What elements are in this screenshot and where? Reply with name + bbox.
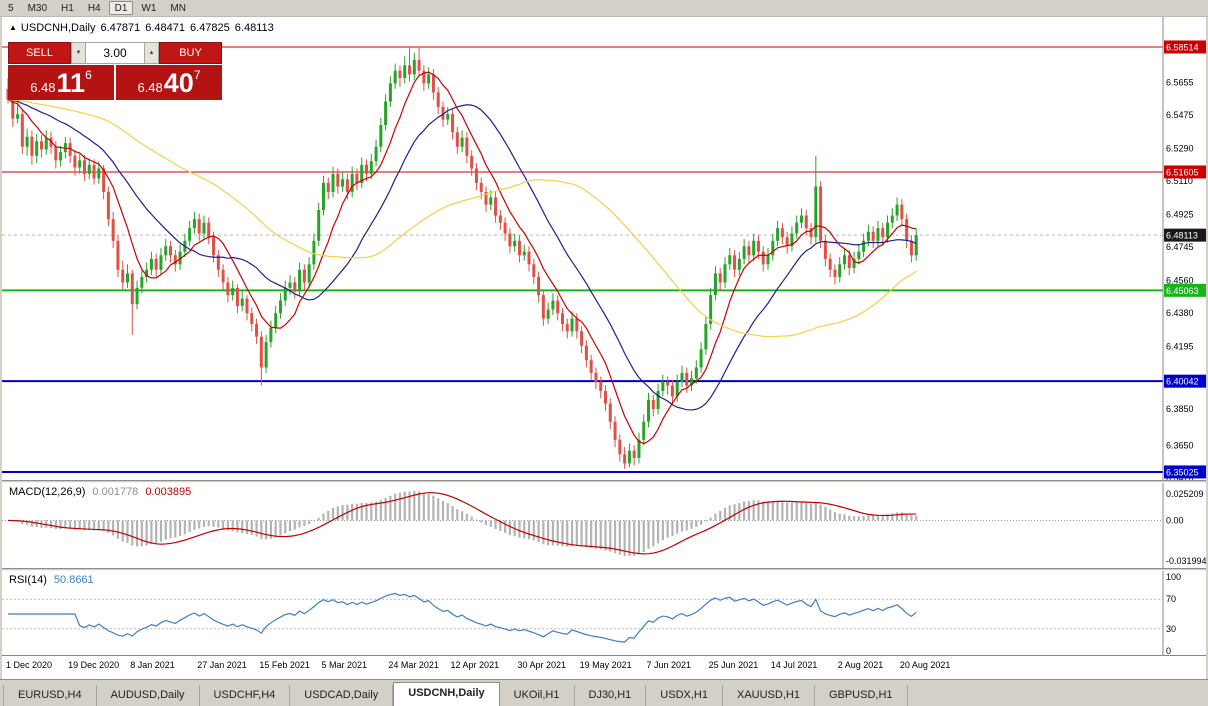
pane-separator[interactable]: [2, 568, 1206, 571]
time-axis-label: 5 Mar 2021: [321, 660, 367, 670]
panel-collapse-icon[interactable]: ▲: [9, 23, 17, 32]
chart-tab-dj30[interactable]: DJ30,H1: [574, 685, 647, 706]
timeframe-button-M30[interactable]: M30: [27, 3, 48, 14]
time-axis-label: 12 Apr 2021: [450, 660, 500, 670]
buy-price-big: 40: [163, 68, 194, 99]
svg-text:70: 70: [1166, 594, 1176, 604]
chart-tab-usdx[interactable]: USDX,H1: [646, 685, 723, 706]
svg-text:6.4380: 6.4380: [1166, 308, 1194, 318]
low-value: 6.47825: [190, 22, 230, 34]
timeframe-button-W1[interactable]: W1: [141, 3, 157, 14]
svg-text:0.025209: 0.025209: [1166, 489, 1204, 499]
time-axis-label: 25 Jun 2021: [708, 660, 759, 670]
svg-text:6.35025: 6.35025: [1166, 467, 1199, 477]
time-axis-label: 19 Dec 2020: [68, 660, 120, 670]
chart-ohlc-header: ▲ USDCNH,Daily 6.47871 6.48471 6.47825 6.4811…: [9, 22, 274, 34]
svg-text:6.48113: 6.48113: [1166, 231, 1198, 241]
time-axis-label: 24 Mar 2021: [388, 660, 439, 670]
svg-text:6.3650: 6.3650: [1166, 440, 1194, 450]
sell-button[interactable]: SELL: [8, 42, 71, 64]
high-value: 6.48471: [145, 22, 186, 34]
main-chart[interactable]: 6.5655 6.5475 6.5290 6.5110 6.4925 6.4745 6.45…: [2, 17, 1206, 480]
svg-text:0.00: 0.00: [1166, 515, 1184, 525]
svg-text:-0.031994: -0.031994: [1166, 556, 1206, 566]
rsi-name: RSI(14): [9, 574, 47, 586]
chart-tab-eurusd[interactable]: EURUSD,H4: [3, 685, 97, 706]
svg-text:6.4925: 6.4925: [1166, 210, 1194, 220]
chart-tab-gbpusd[interactable]: GBPUSD,H1: [814, 685, 908, 706]
svg-text:100: 100: [1166, 572, 1181, 582]
time-axis-label: 14 Jul 2021: [770, 660, 818, 670]
svg-text:6.4195: 6.4195: [1166, 342, 1194, 352]
chart-tabs: EURUSD,H4 AUDUSD,Daily USDCHF,H4 USDCAD,Dai…: [0, 679, 1208, 706]
time-axis-label: 30 Apr 2021: [517, 660, 566, 670]
svg-text:6.40042: 6.40042: [1166, 377, 1199, 387]
svg-text:6.5655: 6.5655: [1166, 77, 1194, 87]
svg-text:6.5290: 6.5290: [1166, 144, 1194, 154]
chart-tab-usdcnh[interactable]: USDCNH,Daily: [393, 682, 500, 706]
timeframe-button-H4[interactable]: H4: [87, 3, 101, 14]
time-axis-label: 20 Aug 2021: [899, 660, 951, 670]
chart-tab-xauusd[interactable]: XAUUSD,H1: [722, 685, 815, 706]
rsi-pane[interactable]: 100 70 30 0: [2, 571, 1206, 655]
svg-text:6.51605: 6.51605: [1166, 167, 1199, 177]
svg-text:6.5110: 6.5110: [1166, 176, 1193, 186]
svg-text:6.4745: 6.4745: [1166, 242, 1194, 252]
timeframe-toolbar: 5 M30 H1 H4 D1 W1 MN: [0, 0, 1208, 17]
time-axis-label: 2 Aug 2021: [837, 660, 884, 670]
sell-price-big: 11: [56, 68, 86, 99]
sell-price-prefix: 6.48: [30, 79, 56, 95]
sell-price-sup: 6: [85, 68, 92, 82]
time-axis-label: 8 Jan 2021: [130, 660, 175, 670]
sell-price[interactable]: 6.48 11 6: [8, 65, 114, 100]
rsi-value: 50.8661: [53, 574, 94, 586]
chart-area: 6.5655 6.5475 6.5290 6.5110 6.4925 6.4745 6.45…: [2, 17, 1206, 679]
symbol-period-label: USDCNH,Daily: [20, 22, 96, 34]
pane-separator[interactable]: [2, 480, 1206, 483]
chart-tab-ukoil[interactable]: UKOil,H1: [499, 685, 575, 706]
time-axis-label: 15 Feb 2021: [259, 660, 310, 670]
svg-text:0: 0: [1166, 646, 1171, 655]
macd-main-value: 0.001778: [92, 486, 139, 498]
buy-price[interactable]: 6.48 40 7: [116, 65, 222, 100]
time-axis-label: 7 Jun 2021: [646, 660, 692, 670]
time-axis-label: 27 Jan 2021: [197, 660, 247, 670]
time-axis[interactable]: 1 Dec 2020 19 Dec 2020 8 Jan 2021 27 Jan 20…: [2, 655, 1206, 679]
rsi-indicator-label: RSI(14) 50.8661: [9, 574, 94, 586]
macd-indicator-label: MACD(12,26,9) 0.001778 0.003895: [9, 486, 191, 498]
volume-down-button[interactable]: ▼: [71, 42, 86, 64]
chart-tab-audusd[interactable]: AUDUSD,Daily: [96, 685, 200, 706]
volume-input[interactable]: [86, 42, 144, 64]
svg-text:6.4560: 6.4560: [1166, 276, 1194, 286]
time-axis-label: 1 Dec 2020: [6, 660, 53, 670]
svg-text:6.3850: 6.3850: [1166, 404, 1194, 414]
buy-price-prefix: 6.48: [137, 79, 163, 95]
chart-tab-usdcad[interactable]: USDCAD,Daily: [290, 685, 394, 706]
volume-up-button[interactable]: ▲: [144, 42, 159, 64]
time-axis-label: 19 May 2021: [579, 660, 632, 670]
svg-text:6.5475: 6.5475: [1166, 110, 1194, 120]
svg-text:30: 30: [1166, 624, 1176, 634]
buy-price-sup: 7: [193, 68, 201, 82]
close-value: 6.48113: [234, 22, 274, 34]
macd-signal-value: 0.003895: [145, 486, 192, 498]
chart-tab-usdchf[interactable]: USDCHF,H4: [199, 685, 291, 706]
macd-pane[interactable]: 0.025209 0.00 -0.031994: [2, 483, 1206, 568]
timeframe-button-H1[interactable]: H1: [61, 3, 74, 14]
timeframe-button-5[interactable]: 5: [8, 3, 14, 14]
buy-button[interactable]: BUY: [159, 42, 222, 64]
macd-name: MACD(12,26,9): [9, 486, 86, 498]
svg-text:6.45063: 6.45063: [1166, 286, 1199, 296]
timeframe-button-D1[interactable]: D1: [108, 1, 134, 15]
svg-text:6.58514: 6.58514: [1166, 42, 1199, 52]
open-value: 6.47871: [100, 22, 141, 34]
timeframe-button-MN[interactable]: MN: [170, 3, 186, 14]
